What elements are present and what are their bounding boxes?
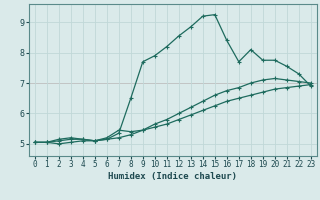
X-axis label: Humidex (Indice chaleur): Humidex (Indice chaleur)	[108, 172, 237, 181]
